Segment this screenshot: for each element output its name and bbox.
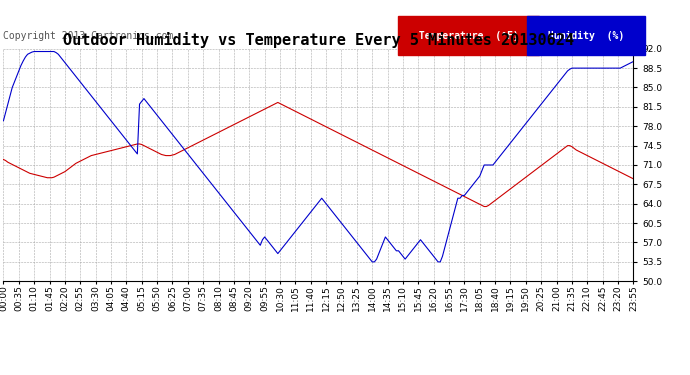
Title: Outdoor Humidity vs Temperature Every 5 Minutes 20130624: Outdoor Humidity vs Temperature Every 5 … bbox=[63, 32, 574, 48]
Text: Humidity  (%): Humidity (%) bbox=[542, 31, 630, 40]
Text: Copyright 2013 Cartronics.com: Copyright 2013 Cartronics.com bbox=[3, 31, 174, 40]
Text: Temperature  (°F): Temperature (°F) bbox=[413, 31, 524, 40]
